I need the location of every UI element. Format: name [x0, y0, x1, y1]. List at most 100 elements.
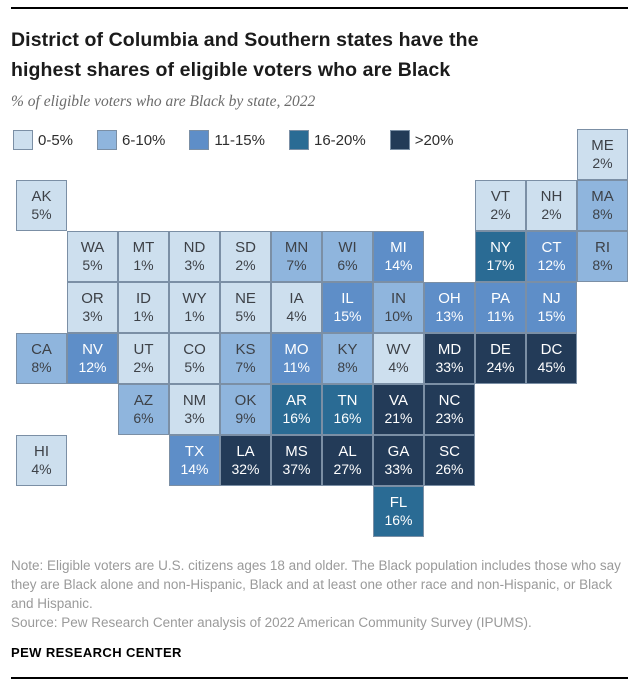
state-abbr: LA [236, 442, 255, 460]
state-abbr: VT [490, 187, 511, 205]
state-tile-ak: AK 5% [16, 180, 67, 231]
state-value: 15% [333, 308, 362, 325]
state-value: 2% [592, 155, 613, 172]
legend-item: 6-10% [97, 130, 165, 150]
note-text: Note: Eligible voters are U.S. citizens … [11, 558, 621, 611]
legend-swatch [389, 130, 410, 150]
state-tile-nc: NC 23% [424, 384, 475, 435]
title-line-1: District of Columbia and Southern states… [11, 29, 479, 51]
state-tile-az: AZ 6% [118, 384, 169, 435]
page-title: District of Columbia and Southern states… [11, 25, 628, 85]
state-value: 5% [235, 308, 256, 325]
bottom-rule [11, 677, 628, 679]
state-value: 2% [541, 206, 562, 223]
state-abbr: CO [183, 340, 206, 358]
state-tile-mn: MN 7% [271, 231, 322, 282]
state-tile-nj: NJ 15% [526, 282, 577, 333]
state-abbr: AZ [133, 391, 154, 409]
state-abbr: VA [389, 391, 408, 409]
state-value: 2% [490, 206, 511, 223]
state-tile-hi: HI 4% [16, 435, 67, 486]
state-value: 14% [384, 257, 413, 274]
state-abbr: CT [541, 238, 562, 256]
state-value: 4% [388, 359, 409, 376]
state-tile-or: OR 3% [67, 282, 118, 333]
state-tile-ut: UT 2% [118, 333, 169, 384]
state-abbr: TX [184, 442, 205, 460]
title-line-2: highest shares of eligible voters who ar… [11, 59, 451, 81]
state-abbr: AL [338, 442, 357, 460]
state-abbr: OH [438, 289, 461, 307]
state-abbr: NV [82, 340, 103, 358]
top-rule [11, 7, 628, 9]
state-tile-in: IN 10% [373, 282, 424, 333]
state-value: 9% [235, 410, 256, 427]
state-abbr: ME [591, 136, 614, 154]
state-tile-nv: NV 12% [67, 333, 118, 384]
state-value: 16% [384, 512, 413, 529]
legend-swatch [13, 130, 33, 150]
state-value: 8% [592, 206, 613, 223]
state-tile-sd: SD 2% [220, 231, 271, 282]
state-abbr: DE [490, 340, 511, 358]
legend-item: 11-15% [189, 130, 265, 150]
state-abbr: OK [234, 391, 257, 409]
state-tile-mt: MT 1% [118, 231, 169, 282]
legend-swatch [97, 130, 118, 150]
state-tile-me: ME 2% [577, 129, 628, 180]
state-value: 27% [333, 461, 362, 478]
state-value: 2% [235, 257, 256, 274]
tile-grid-map: ME 2% AK 5% VT 2% NH 2% MA 8% WA 5% MT 1% ND 3% SD 2% MN 7%… [16, 129, 628, 537]
state-value: 2% [133, 359, 154, 376]
state-value: 5% [31, 206, 52, 223]
state-abbr: KS [235, 340, 256, 358]
legend-label: 0-5% [38, 131, 74, 149]
state-abbr: WY [182, 289, 207, 307]
state-abbr: NY [490, 238, 511, 256]
state-tile-sc: SC 26% [424, 435, 475, 486]
state-abbr: WA [80, 238, 105, 256]
state-value: 8% [337, 359, 358, 376]
state-value: 5% [82, 257, 103, 274]
legend-item: >20% [389, 130, 454, 150]
state-value: 1% [133, 308, 154, 325]
legend-label: >20% [414, 131, 454, 149]
state-abbr: OR [81, 289, 104, 307]
state-value: 33% [384, 461, 413, 478]
legend-item: 0-5% [13, 130, 73, 150]
state-value: 11% [487, 308, 514, 325]
state-tile-ma: MA 8% [577, 180, 628, 231]
state-abbr: AR [286, 391, 307, 409]
map-area: 0-5% 6-10% 11-15% 16-20% >20% ME 2% AK 5% VT 2% NH… [13, 129, 628, 537]
state-tile-ms: MS 37% [271, 435, 322, 486]
state-tile-la: LA 32% [220, 435, 271, 486]
state-value: 4% [31, 461, 52, 478]
state-value: 14% [180, 461, 209, 478]
state-tile-va: VA 21% [373, 384, 424, 435]
state-tile-wi: WI 6% [322, 231, 373, 282]
legend-label: 16-20% [313, 131, 366, 149]
state-abbr: PA [491, 289, 510, 307]
state-abbr: IL [341, 289, 354, 307]
state-value: 11% [283, 359, 310, 376]
state-abbr: NE [235, 289, 256, 307]
state-value: 33% [435, 359, 464, 376]
state-abbr: GA [387, 442, 410, 460]
state-tile-ri: RI 8% [577, 231, 628, 282]
state-value: 13% [435, 308, 464, 325]
state-value: 6% [133, 410, 154, 427]
state-abbr: MO [284, 340, 309, 358]
state-tile-ct: CT 12% [526, 231, 577, 282]
state-abbr: SD [235, 238, 256, 256]
state-value: 23% [435, 410, 464, 427]
state-abbr: FL [389, 493, 408, 511]
state-value: 24% [486, 359, 515, 376]
state-value: 16% [282, 410, 311, 427]
state-tile-tn: TN 16% [322, 384, 373, 435]
state-tile-ok: OK 9% [220, 384, 271, 435]
state-value: 45% [537, 359, 566, 376]
state-value: 17% [486, 257, 515, 274]
state-tile-ks: KS 7% [220, 333, 271, 384]
state-value: 7% [235, 359, 256, 376]
chart-subtitle: % of eligible voters who are Black by st… [11, 93, 316, 110]
